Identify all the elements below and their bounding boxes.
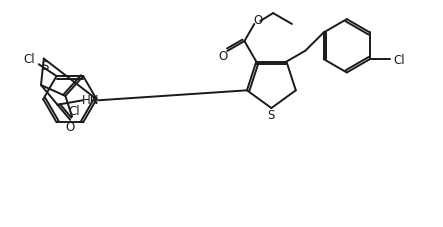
Text: S: S xyxy=(268,109,275,122)
Text: O: O xyxy=(254,13,263,26)
Text: Cl: Cl xyxy=(23,53,35,66)
Text: O: O xyxy=(219,50,228,63)
Text: S: S xyxy=(41,60,48,73)
Text: Cl: Cl xyxy=(68,105,80,118)
Text: O: O xyxy=(66,121,75,134)
Text: Cl: Cl xyxy=(394,53,405,66)
Text: HN: HN xyxy=(82,93,99,106)
